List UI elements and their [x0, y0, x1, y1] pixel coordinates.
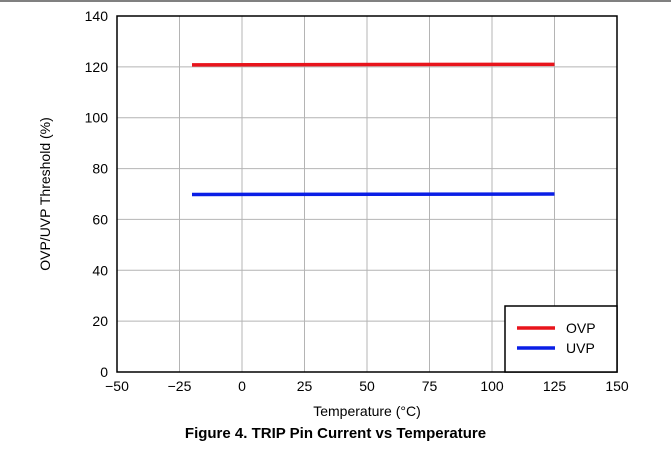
- x-axis-label: Temperature (°C): [313, 403, 421, 419]
- x-tick-label: −25: [168, 378, 192, 394]
- y-tick-label: 100: [85, 110, 109, 126]
- y-tick-label: 80: [92, 161, 108, 177]
- legend-box: [504, 305, 618, 373]
- plot-frame: [116, 15, 618, 373]
- x-tick-label: −50: [105, 378, 129, 394]
- y-tick-label: 20: [92, 313, 108, 329]
- series-line-ovp: [191, 62, 555, 67]
- x-tick-label: 0: [238, 378, 246, 394]
- x-tick-label: 150: [605, 378, 629, 394]
- y-tick-label: 120: [85, 59, 109, 75]
- y-axis-label: OVP/UVP Threshold (%): [37, 117, 53, 271]
- x-tick-label: 50: [359, 378, 375, 394]
- series-line-uvp: [191, 192, 555, 197]
- x-tick-labels: −50 −25 0 25 50 75 100 125 150: [105, 378, 629, 394]
- y-tick-labels: 0 20 40 60 80 100 120 140: [85, 8, 109, 380]
- x-tick-label: 100: [480, 378, 504, 394]
- x-tick-label: 75: [422, 378, 438, 394]
- y-tick-label: 60: [92, 211, 108, 227]
- figure-caption: Figure 4. TRIP Pin Current vs Temperatur…: [184, 425, 487, 442]
- y-tick-label: 0: [100, 364, 108, 380]
- legend-label-ovp: OVP: [566, 320, 596, 336]
- y-tick-label: 40: [92, 262, 108, 278]
- x-tick-label: 25: [297, 378, 313, 394]
- legend-label-uvp: UVP: [566, 340, 595, 356]
- series-lines: [191, 62, 555, 197]
- x-tick-label: 125: [543, 378, 567, 394]
- legend: OVP UVP: [504, 305, 618, 373]
- chart: −50 −25 0 25 50 75 100 125 150 0 20 40 60 80 100 120 14…: [0, 0, 671, 419]
- y-tick-label: 140: [85, 8, 109, 24]
